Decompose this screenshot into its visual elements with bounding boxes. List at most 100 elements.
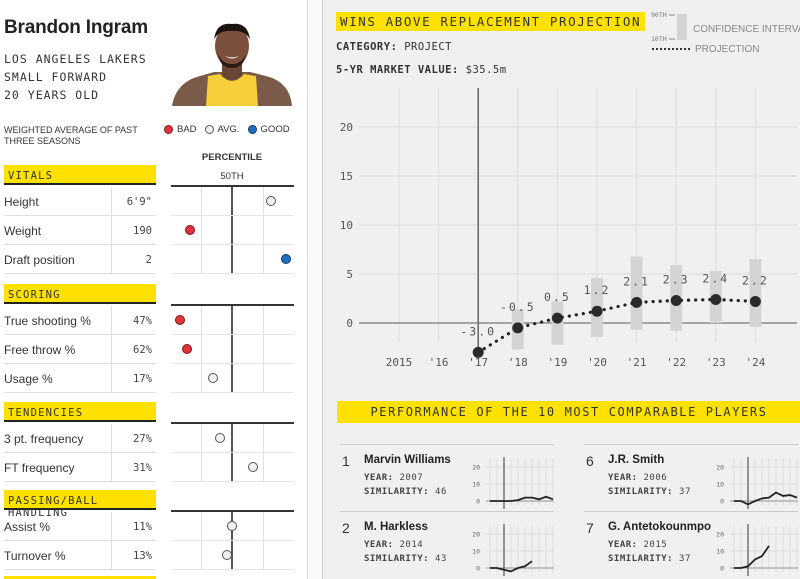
comparable-rank: 2	[342, 520, 350, 536]
quartile-gridline	[263, 306, 264, 393]
player-name: Brandon Ingram	[4, 17, 148, 38]
comparable-similarity: 37	[679, 554, 691, 564]
percentile-grid	[171, 304, 294, 393]
panel-gutter	[308, 0, 322, 579]
spark-tick-label: 20	[472, 531, 480, 539]
similarity-label: SIMILARITY:	[364, 487, 430, 497]
x-tick-label: '23	[706, 356, 726, 369]
spark-tick-label: 20	[716, 531, 724, 539]
comparable-player-card[interactable]: 7 G. Antetokounmpo YEAR: 2015 SIMILARITY: 3…	[584, 511, 798, 579]
similarity-label: SIMILARITY:	[608, 554, 674, 564]
y-tick-label: 0	[346, 317, 353, 330]
x-tick-label: '22	[666, 356, 686, 369]
percentile-row	[171, 245, 294, 274]
comparable-similarity-line: SIMILARITY: 43	[364, 554, 447, 564]
percentile-row	[171, 424, 294, 453]
comparable-rank: 1	[342, 453, 350, 469]
percentile-dot-avg	[208, 373, 219, 383]
confidence-interval-bar	[630, 256, 643, 330]
projection-point	[631, 296, 643, 308]
stat-label: Turnover %	[4, 549, 66, 563]
stat-row: FT frequency 31%	[4, 453, 156, 482]
x-tick-label: '19	[547, 356, 567, 369]
percentile-dot-avg	[221, 550, 232, 560]
comparable-similarity-line: SIMILARITY: 37	[608, 487, 691, 497]
percentile-row	[171, 216, 294, 245]
ci-bottom-label: 10TH	[651, 35, 667, 43]
projection-point	[591, 305, 603, 317]
column-divider	[111, 512, 112, 541]
quartile-gridline	[263, 512, 264, 570]
column-divider	[111, 306, 112, 335]
player-age: 20 YEARS OLD	[4, 88, 100, 102]
projection-point	[512, 322, 524, 334]
similarity-label: SIMILARITY:	[364, 554, 430, 564]
percentile-50th-label: 50TH	[220, 171, 244, 182]
ci-swatch-icon	[677, 14, 687, 40]
comparable-player-card[interactable]: 1 Marvin Williams YEAR: 2007 SIMILARITY: 46…	[340, 444, 554, 512]
spark-tick-label: 10	[716, 548, 724, 556]
percentile-row	[171, 541, 294, 570]
stat-row: True shooting % 47%	[4, 306, 156, 335]
spark-war-line	[734, 491, 798, 506]
spark-tick-label: 0	[720, 498, 724, 506]
stat-label: Usage %	[4, 372, 53, 386]
percentile-dot-avg	[247, 462, 258, 472]
stat-value: 2	[145, 254, 152, 266]
comparable-player-card[interactable]: 2 M. Harkless YEAR: 2014 SIMILARITY: 43 20 10…	[340, 511, 554, 579]
quartile-gridline	[263, 424, 264, 482]
projection-value-label: 2.2	[742, 273, 769, 287]
projection-point	[472, 346, 484, 358]
x-tick-label: '17	[468, 356, 488, 369]
stat-label: Assist %	[4, 520, 51, 534]
comparable-similarity-line: SIMILARITY: 46	[364, 487, 447, 497]
comparable-sparkline: 20 10 0	[716, 457, 798, 509]
spark-tick-label: 0	[476, 498, 480, 506]
column-divider	[111, 424, 112, 453]
spark-tick-label: 10	[472, 481, 480, 489]
percentile-dot-bad	[181, 344, 192, 354]
stat-value: 11%	[133, 521, 152, 533]
comparable-similarity-line: SIMILARITY: 37	[608, 554, 691, 564]
x-tick-label: 2015	[386, 356, 413, 369]
column-divider	[111, 245, 112, 274]
stat-row: Turnover % 13%	[4, 541, 156, 570]
bad-legend-dot-icon	[164, 125, 173, 134]
comparable-year: 2015	[643, 540, 668, 550]
projection-line	[476, 297, 757, 354]
y-tick-label: 10	[340, 219, 353, 232]
percentile-dot-avg	[227, 521, 237, 531]
spark-war-line	[734, 545, 770, 569]
section-header-passing-ball-handling: PASSING/BALL HANDLING	[4, 490, 156, 519]
spark-tick-label: 0	[720, 565, 724, 573]
projection-point	[670, 294, 682, 306]
comparable-year-line: YEAR: 2015	[608, 540, 667, 550]
category-line: CATEGORY: PROJECT	[336, 41, 452, 53]
similarity-label: SIMILARITY:	[608, 487, 674, 497]
percentile-dot-bad	[185, 225, 196, 235]
projection-point	[551, 312, 563, 324]
comparable-year-line: YEAR: 2014	[364, 540, 423, 550]
comparable-player-card[interactable]: 6 J.R. Smith YEAR: 2006 SIMILARITY: 37 20 10 0	[584, 444, 798, 512]
category-label: CATEGORY:	[336, 41, 398, 53]
x-tick-label: '20	[587, 356, 607, 369]
projection-value-label: -0.5	[500, 300, 536, 314]
market-value-label: 5-YR MARKET VALUE:	[336, 64, 459, 76]
player-stats-panel: Brandon Ingram LOS ANGELES LAKERS SMALL …	[0, 0, 308, 579]
percentile-grid	[171, 510, 294, 570]
percentile-row	[171, 187, 294, 216]
spark-war-line	[490, 495, 554, 502]
percentile-row	[171, 364, 294, 393]
column-divider	[111, 187, 112, 216]
legend-bad-label: BAD	[177, 124, 197, 135]
year-label: YEAR:	[364, 540, 394, 550]
comparable-similarity: 37	[679, 487, 691, 497]
median-line	[231, 512, 233, 570]
year-label: YEAR:	[364, 473, 394, 483]
column-divider	[111, 335, 112, 364]
comparable-similarity: 46	[435, 487, 447, 497]
comparable-name: M. Harkless	[364, 521, 428, 533]
year-label: YEAR:	[608, 473, 638, 483]
projection-value-label: 2.4	[702, 271, 729, 285]
spark-war-line	[490, 560, 533, 573]
